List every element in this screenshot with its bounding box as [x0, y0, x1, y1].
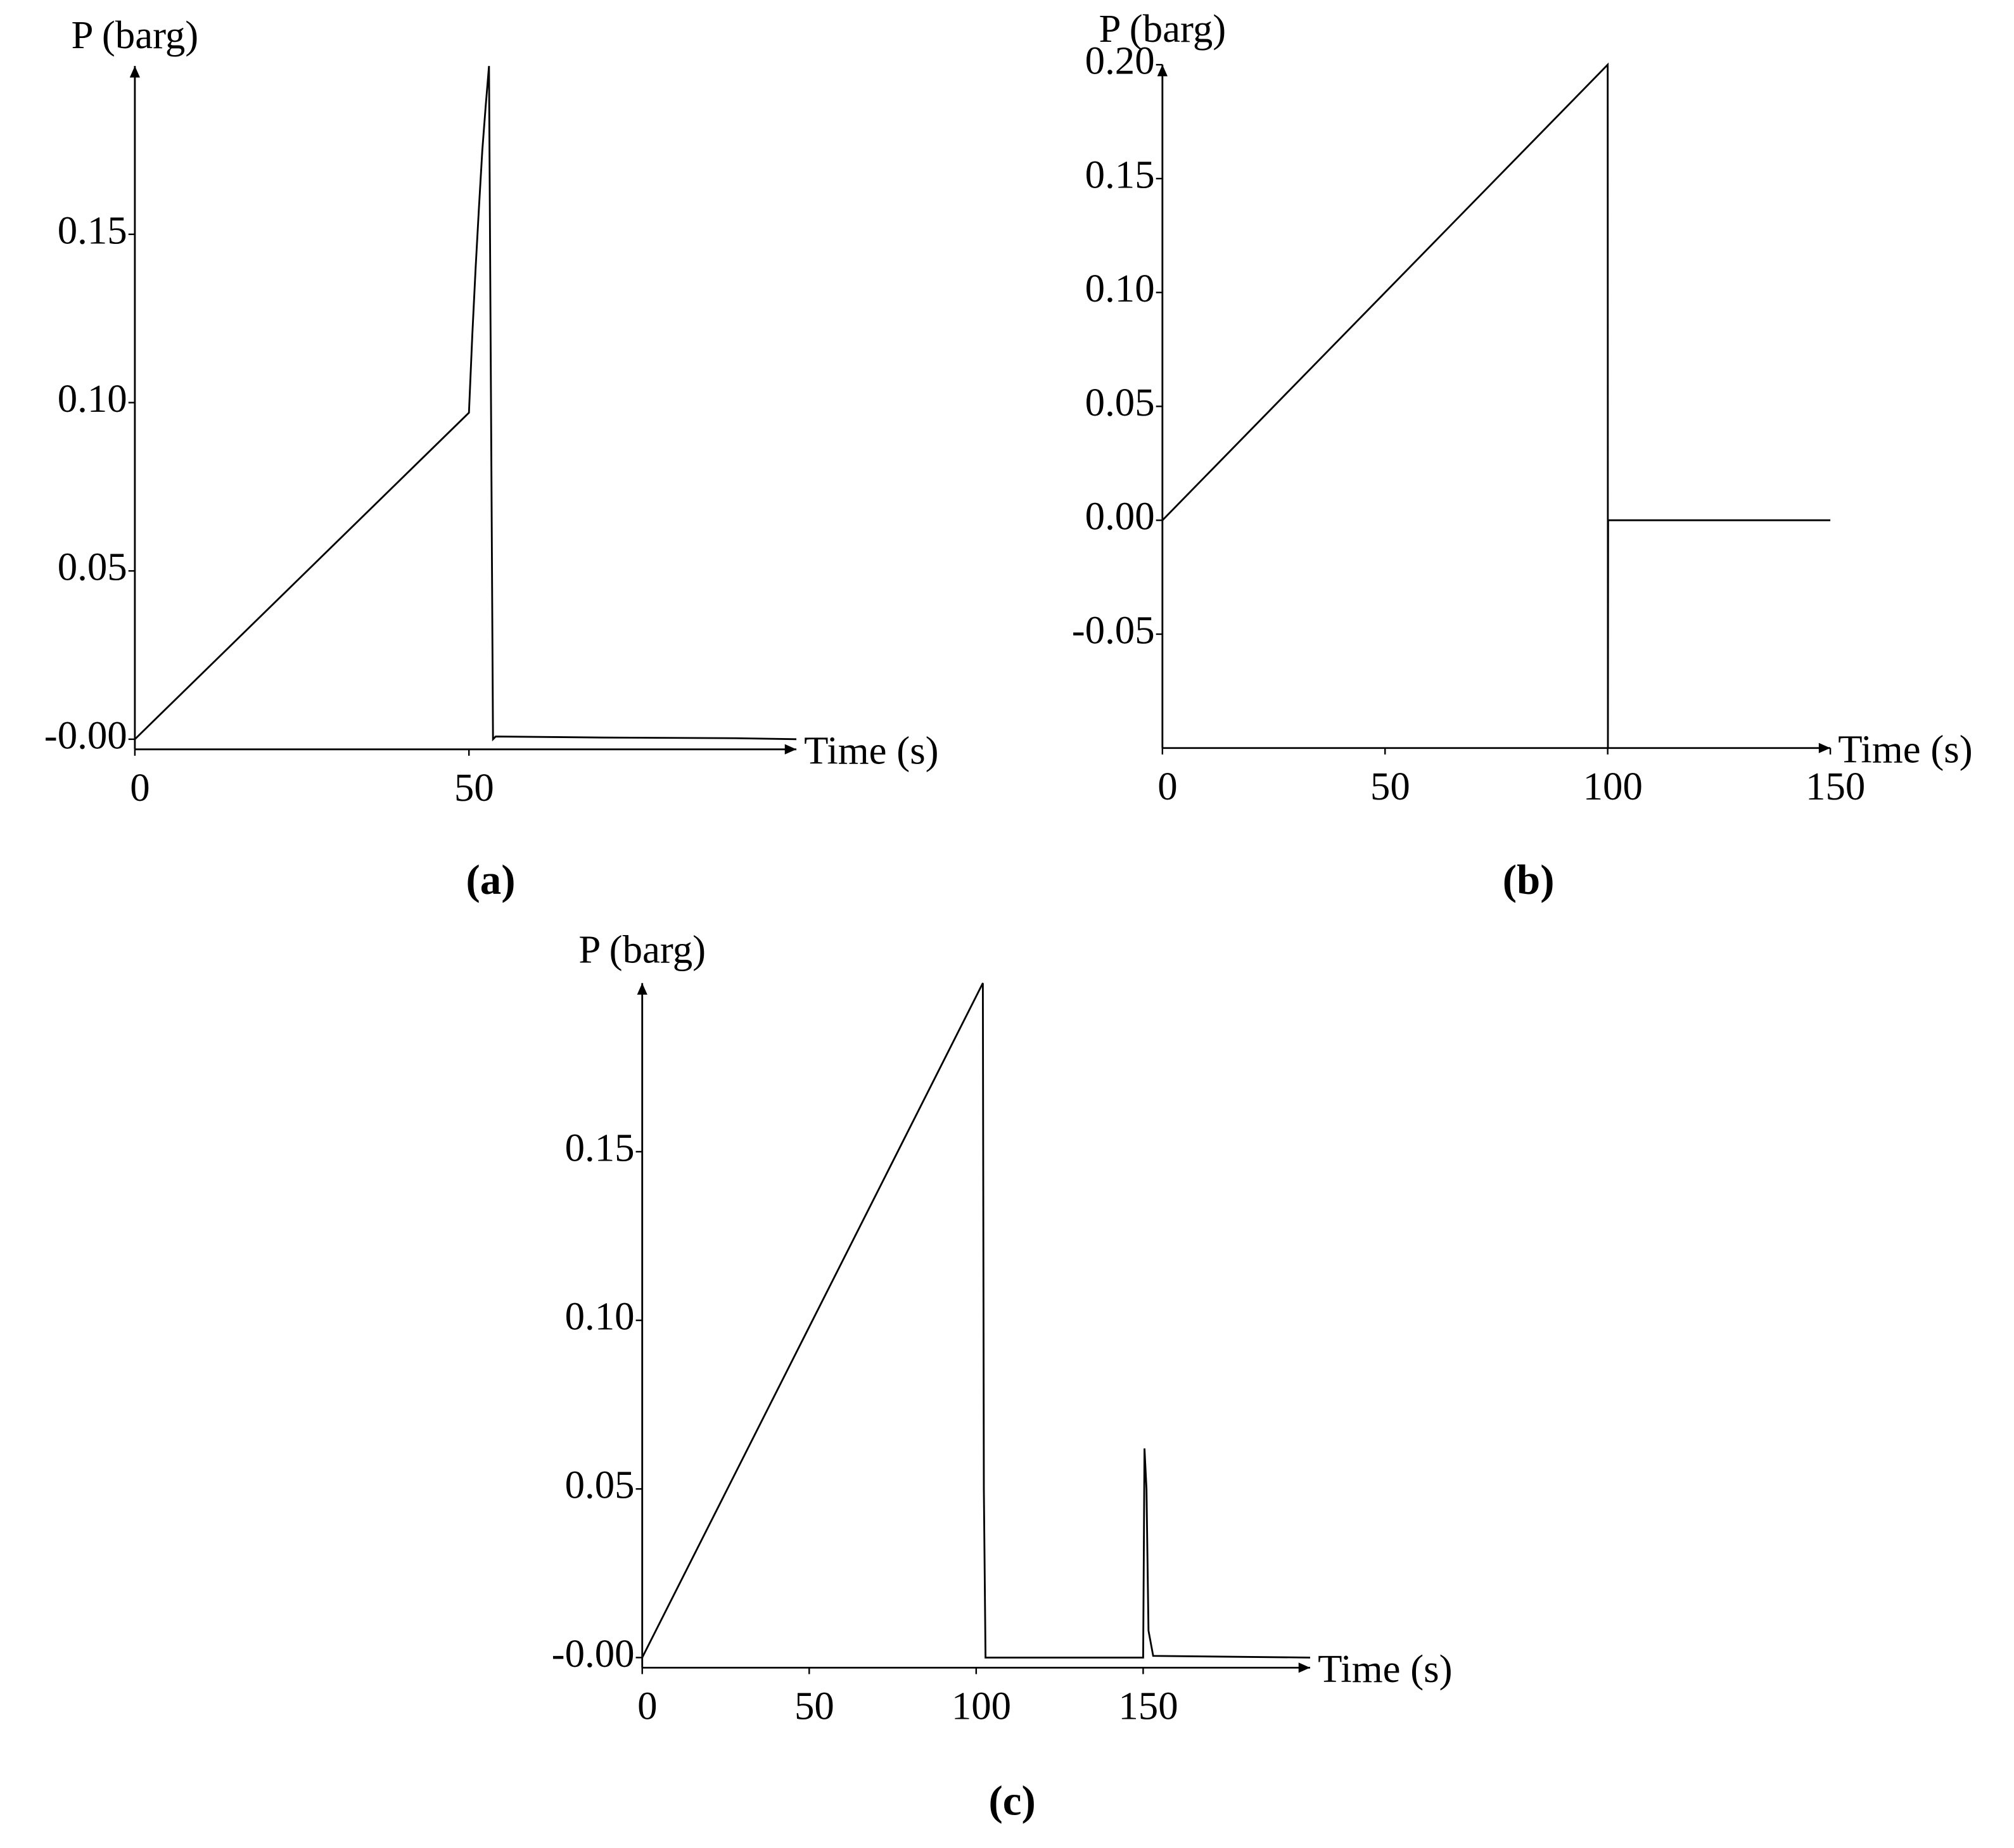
x-tick-label: 0 — [1157, 764, 1177, 808]
y-tick-label: 0.05 — [1085, 380, 1155, 424]
panel-caption: (b) — [1503, 857, 1555, 903]
y-tick-label: 0.20 — [1085, 39, 1155, 83]
y-tick-label: 0.05 — [58, 545, 127, 589]
x-axis-title: Time (s) — [1838, 727, 1972, 771]
x-tick-label: 0 — [130, 765, 150, 810]
x-tick-label: 100 — [1583, 764, 1643, 808]
x-tick-label: 50 — [454, 765, 494, 810]
y-tick-label: 0.10 — [58, 376, 127, 421]
panel-caption: (c) — [988, 1778, 1035, 1825]
x-tick-label: 150 — [1806, 764, 1865, 808]
x-axis-title: Time (s) — [1318, 1647, 1452, 1691]
y-tick-label: 0.00 — [1085, 494, 1155, 538]
y-arrow — [129, 66, 140, 78]
y-axis-title: P (barg) — [72, 13, 199, 57]
x-tick-label: 150 — [1118, 1684, 1178, 1728]
y-axis-title: P (barg) — [578, 927, 706, 972]
y-tick-label: 0.05 — [565, 1463, 635, 1507]
x-tick-label: 100 — [952, 1684, 1011, 1728]
data-line — [134, 66, 797, 742]
y-arrow — [1157, 65, 1168, 77]
y-tick-label: -0.05 — [1072, 608, 1155, 652]
y-arrow — [637, 983, 647, 995]
y-tick-label: -0.00 — [44, 713, 127, 757]
x-tick-label: 0 — [637, 1684, 657, 1728]
x-arrow — [1818, 742, 1831, 753]
y-tick-label: 0.10 — [565, 1294, 635, 1339]
y-tick-label: 0.15 — [58, 208, 127, 252]
x-arrow — [784, 744, 797, 755]
x-tick-label: 50 — [794, 1684, 834, 1728]
y-axis-title: P (barg) — [1099, 6, 1226, 51]
y-tick-label: 0.10 — [1085, 266, 1155, 310]
y-tick-label: 0.15 — [565, 1125, 635, 1169]
x-arrow — [1298, 1662, 1310, 1673]
x-axis-title: Time (s) — [804, 728, 938, 772]
data-line — [641, 983, 1310, 1659]
panel-caption: (a) — [466, 857, 515, 903]
data-line — [1161, 62, 1831, 748]
x-tick-label: 50 — [1370, 764, 1410, 808]
y-tick-label: -0.00 — [552, 1631, 635, 1676]
y-tick-label: 0.15 — [1085, 152, 1155, 196]
